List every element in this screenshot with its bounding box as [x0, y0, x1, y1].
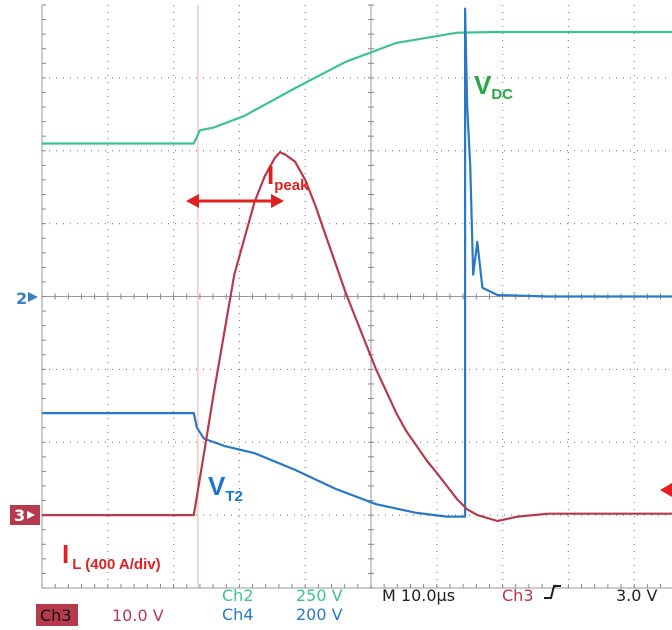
trace-vt2 [42, 7, 672, 518]
trace-il [42, 151, 672, 523]
ch3-ground-marker: 3 [10, 505, 40, 525]
ch3-scale: 10.0 V [112, 606, 164, 625]
trace-vdc [42, 30, 672, 145]
rising-edge-icon [544, 585, 561, 599]
ipeak-label: Ipeak [267, 160, 309, 194]
svg-text:3: 3 [14, 506, 25, 525]
ch2-scale: 250 V [296, 586, 343, 605]
ch4-label: Ch4 [222, 605, 254, 624]
trigger-source: Ch3 [502, 586, 534, 605]
scope-readout: Ch2 250 V Ch4 200 V Ch3 10.0 V M 10.0µs … [36, 585, 658, 626]
ch4-scale: 200 V [296, 605, 343, 624]
svg-text:2: 2 [16, 289, 27, 308]
vdc-label: VDC [474, 70, 513, 103]
timebase-readout: M 10.0µs [382, 586, 455, 605]
ch2-ground-marker: 2 [16, 289, 38, 308]
trigger-level: 3.0 V [616, 586, 658, 605]
ch2-label: Ch2 [222, 586, 254, 605]
trigger-level-marker [660, 483, 672, 497]
vt2-label: VT2 [208, 471, 243, 505]
waveform-traces [42, 7, 672, 523]
ipeak-arrow [186, 194, 284, 208]
ch3-label: Ch3 [40, 606, 72, 625]
